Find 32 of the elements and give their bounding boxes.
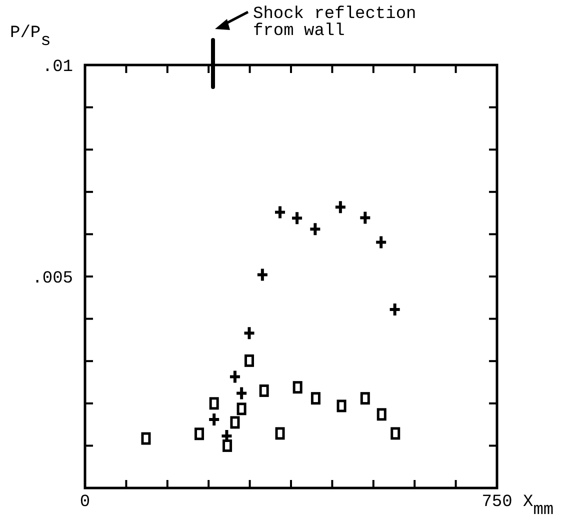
x-tick-label: 750 bbox=[482, 493, 512, 512]
point bbox=[334, 200, 347, 215]
point bbox=[390, 427, 400, 440]
point bbox=[235, 386, 248, 401]
point bbox=[194, 428, 204, 440]
point bbox=[242, 326, 256, 341]
point bbox=[209, 397, 219, 410]
point bbox=[141, 432, 151, 445]
point bbox=[222, 439, 232, 452]
point bbox=[274, 204, 287, 220]
point bbox=[358, 210, 372, 226]
point bbox=[388, 302, 402, 317]
point bbox=[256, 267, 269, 282]
text: Shock reflection from wall bbox=[253, 5, 416, 41]
point bbox=[308, 222, 322, 237]
point bbox=[259, 384, 269, 397]
point bbox=[336, 400, 346, 412]
point bbox=[228, 369, 242, 384]
point bbox=[360, 392, 370, 405]
point bbox=[208, 412, 221, 427]
x-tick-label: 0 bbox=[80, 493, 90, 512]
point bbox=[230, 416, 240, 429]
point bbox=[244, 354, 254, 367]
y-tick-label: .005 bbox=[32, 270, 73, 288]
point bbox=[236, 402, 246, 416]
point bbox=[292, 381, 302, 394]
point bbox=[275, 427, 285, 440]
point bbox=[310, 392, 320, 405]
y-tick-label: .01 bbox=[42, 58, 73, 77]
point bbox=[290, 210, 304, 226]
point bbox=[374, 234, 388, 250]
point bbox=[376, 408, 386, 421]
